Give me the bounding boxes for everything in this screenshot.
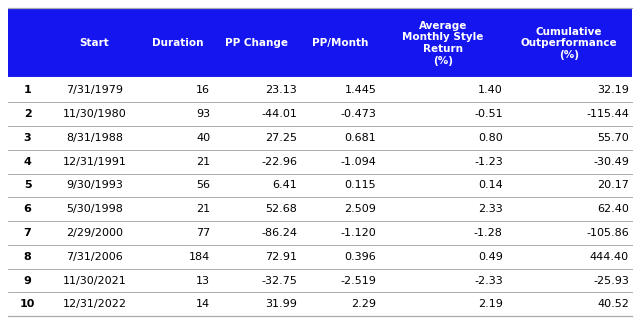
Text: -2.519: -2.519 [340, 275, 376, 285]
Text: Start: Start [79, 38, 109, 48]
Text: -1.120: -1.120 [340, 228, 376, 238]
Text: -0.51: -0.51 [474, 109, 502, 119]
Text: Average
Monthly Style
Return
(%): Average Monthly Style Return (%) [402, 21, 483, 65]
Text: 2.19: 2.19 [478, 299, 502, 309]
Text: 31.99: 31.99 [265, 299, 297, 309]
Text: -22.96: -22.96 [261, 157, 297, 167]
Text: 23.13: 23.13 [265, 85, 297, 95]
Text: 27.25: 27.25 [265, 133, 297, 143]
Text: 52.68: 52.68 [265, 204, 297, 214]
Text: 9/30/1993: 9/30/1993 [66, 180, 123, 191]
Bar [8, 8, 632, 78]
Text: PP Change: PP Change [225, 38, 289, 48]
Text: 56: 56 [196, 180, 211, 191]
Text: 4: 4 [24, 157, 31, 167]
Text: 0.14: 0.14 [478, 180, 502, 191]
Text: 13: 13 [196, 275, 211, 285]
Text: 1.40: 1.40 [478, 85, 502, 95]
Text: 0.396: 0.396 [344, 252, 376, 262]
Text: 40: 40 [196, 133, 211, 143]
Text: 2/29/2000: 2/29/2000 [66, 228, 123, 238]
Text: 77: 77 [196, 228, 211, 238]
Text: 9: 9 [24, 275, 31, 285]
Text: 8/31/1988: 8/31/1988 [66, 133, 123, 143]
Text: -115.44: -115.44 [586, 109, 629, 119]
Text: -30.49: -30.49 [593, 157, 629, 167]
Text: 21: 21 [196, 204, 211, 214]
Text: 6.41: 6.41 [272, 180, 297, 191]
Text: 444.40: 444.40 [590, 252, 629, 262]
Text: 2.33: 2.33 [478, 204, 502, 214]
Text: Cumulative
Outperformance
(%): Cumulative Outperformance (%) [521, 27, 618, 60]
Text: Duration: Duration [152, 38, 203, 48]
Text: 7/31/2006: 7/31/2006 [66, 252, 123, 262]
Text: -105.86: -105.86 [586, 228, 629, 238]
Text: -25.93: -25.93 [593, 275, 629, 285]
Text: 72.91: 72.91 [265, 252, 297, 262]
Text: 2.509: 2.509 [344, 204, 376, 214]
Text: -0.473: -0.473 [340, 109, 376, 119]
Text: 40.52: 40.52 [597, 299, 629, 309]
Text: 5/30/1998: 5/30/1998 [66, 204, 123, 214]
Text: 0.80: 0.80 [478, 133, 502, 143]
Text: -44.01: -44.01 [261, 109, 297, 119]
Text: 1: 1 [24, 85, 31, 95]
Text: 32.19: 32.19 [597, 85, 629, 95]
Text: 2.29: 2.29 [351, 299, 376, 309]
Text: -32.75: -32.75 [261, 275, 297, 285]
Text: -2.33: -2.33 [474, 275, 502, 285]
Text: 6: 6 [24, 204, 31, 214]
Text: 12/31/1991: 12/31/1991 [63, 157, 126, 167]
Text: 62.40: 62.40 [597, 204, 629, 214]
Text: 8: 8 [24, 252, 31, 262]
Text: -1.094: -1.094 [340, 157, 376, 167]
Text: 5: 5 [24, 180, 31, 191]
Text: 1.445: 1.445 [344, 85, 376, 95]
Text: 12/31/2022: 12/31/2022 [62, 299, 126, 309]
Text: -1.28: -1.28 [474, 228, 502, 238]
Text: 14: 14 [196, 299, 211, 309]
Text: -1.23: -1.23 [474, 157, 502, 167]
Text: 0.115: 0.115 [345, 180, 376, 191]
Text: 55.70: 55.70 [597, 133, 629, 143]
Text: 7: 7 [24, 228, 31, 238]
Text: -86.24: -86.24 [261, 228, 297, 238]
Text: 2: 2 [24, 109, 31, 119]
Text: 7/31/1979: 7/31/1979 [66, 85, 123, 95]
Text: 0.681: 0.681 [344, 133, 376, 143]
Text: 3: 3 [24, 133, 31, 143]
Text: PP/Month: PP/Month [312, 38, 368, 48]
Text: 184: 184 [189, 252, 211, 262]
Text: 0.49: 0.49 [478, 252, 502, 262]
Text: 11/30/2021: 11/30/2021 [63, 275, 126, 285]
Text: 11/30/1980: 11/30/1980 [63, 109, 126, 119]
Text: 16: 16 [196, 85, 211, 95]
Text: 93: 93 [196, 109, 211, 119]
Text: 10: 10 [20, 299, 35, 309]
Text: 20.17: 20.17 [597, 180, 629, 191]
Text: 21: 21 [196, 157, 211, 167]
